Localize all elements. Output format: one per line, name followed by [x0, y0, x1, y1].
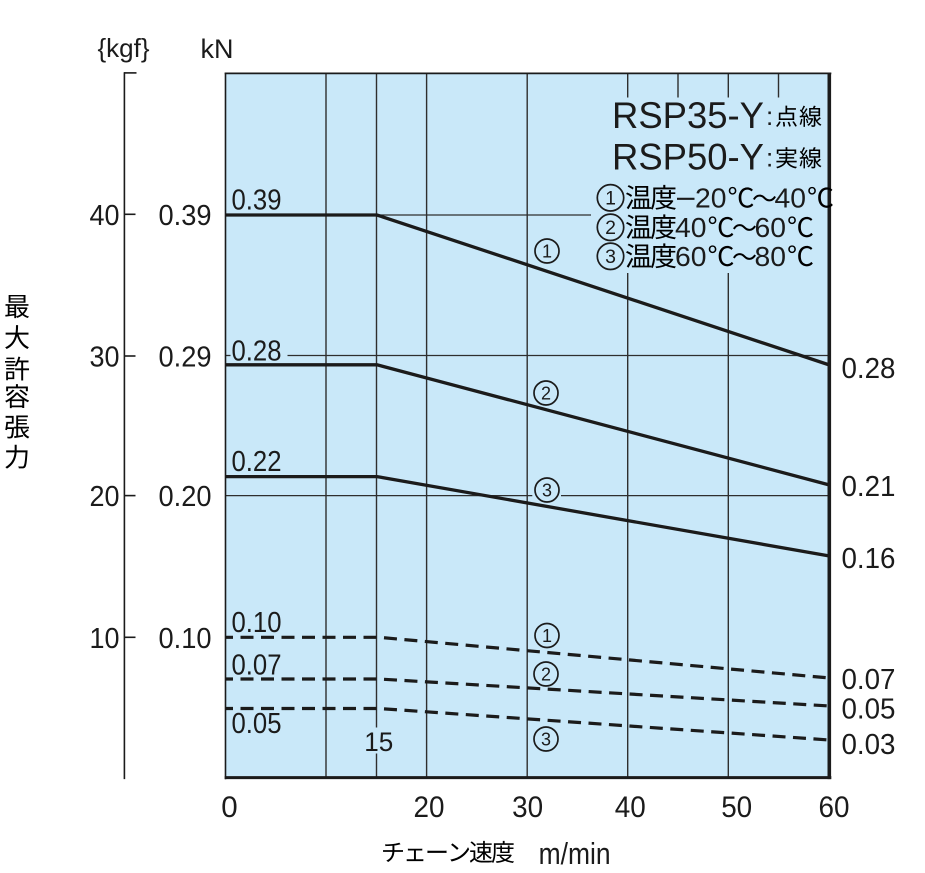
svg-text:0.07: 0.07 — [232, 649, 282, 681]
svg-text:0.28: 0.28 — [842, 353, 896, 385]
svg-text:RSP50-Y: RSP50-Y — [612, 137, 764, 178]
svg-text:0.07: 0.07 — [842, 664, 896, 696]
svg-text:0.28: 0.28 — [232, 335, 282, 367]
svg-text:0.16: 0.16 — [842, 543, 896, 575]
svg-text:80: 80 — [755, 241, 787, 272]
svg-text:3: 3 — [541, 729, 551, 749]
svg-text:0.10: 0.10 — [159, 623, 212, 655]
svg-text:0.03: 0.03 — [842, 729, 896, 761]
svg-text:3: 3 — [605, 246, 616, 268]
svg-text:30: 30 — [90, 342, 120, 374]
svg-text:0.39: 0.39 — [159, 200, 212, 232]
svg-text::: : — [766, 101, 773, 131]
svg-text:1: 1 — [542, 241, 552, 261]
svg-text:0.05: 0.05 — [232, 708, 282, 740]
svg-text:2: 2 — [605, 217, 616, 239]
svg-text:30: 30 — [512, 791, 543, 824]
svg-text:0.39: 0.39 — [232, 185, 282, 217]
svg-text:2: 2 — [541, 664, 551, 684]
svg-text:0: 0 — [221, 791, 237, 824]
svg-text:40: 40 — [775, 183, 807, 214]
svg-text:20: 20 — [695, 183, 727, 214]
svg-text:m/min: m/min — [539, 836, 611, 871]
svg-text:60: 60 — [819, 791, 850, 824]
svg-text:1: 1 — [542, 626, 552, 646]
svg-text:40: 40 — [615, 791, 646, 824]
svg-text:40: 40 — [675, 212, 707, 243]
svg-text:kN: kN — [201, 34, 234, 64]
svg-text:0.29: 0.29 — [159, 342, 212, 374]
svg-text:20: 20 — [90, 481, 120, 513]
svg-text:0.05: 0.05 — [842, 694, 896, 726]
svg-text:2: 2 — [541, 383, 551, 403]
svg-text:60: 60 — [755, 212, 787, 243]
svg-text:50: 50 — [721, 791, 752, 824]
svg-text:{kgf}: {kgf} — [97, 33, 149, 63]
svg-text:3: 3 — [542, 480, 552, 500]
svg-text:0.10: 0.10 — [232, 607, 282, 639]
svg-text:RSP35-Y: RSP35-Y — [612, 95, 764, 136]
svg-text:1: 1 — [605, 188, 616, 210]
svg-text:15: 15 — [364, 727, 393, 757]
svg-text:0.21: 0.21 — [842, 471, 896, 503]
svg-text:20: 20 — [414, 791, 445, 824]
svg-text:0.20: 0.20 — [159, 481, 212, 513]
svg-text::: : — [766, 143, 773, 173]
svg-text:60: 60 — [675, 241, 707, 272]
svg-text:10: 10 — [90, 623, 120, 655]
svg-text:40: 40 — [90, 200, 120, 232]
svg-text:0.22: 0.22 — [232, 446, 282, 478]
